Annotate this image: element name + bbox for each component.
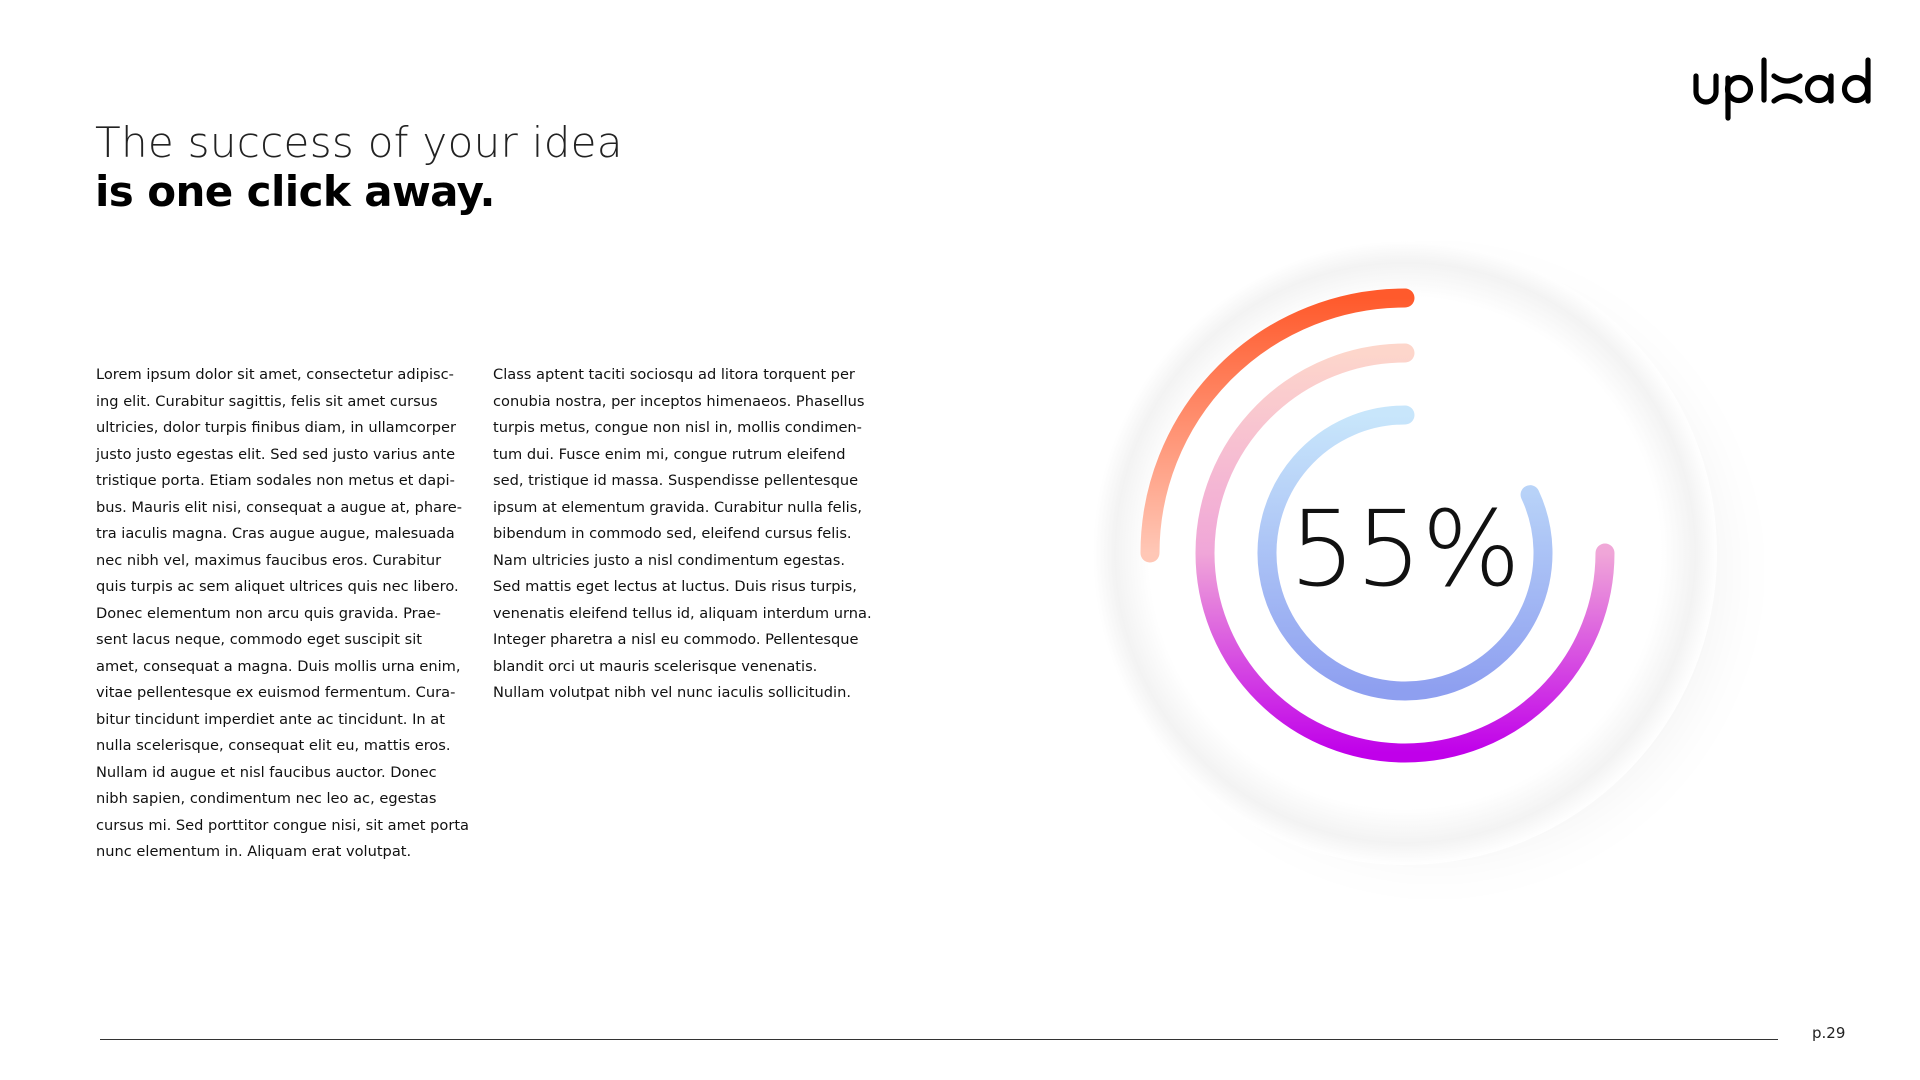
body-line: justo justo egestas elit. Sed sed justo … xyxy=(96,445,456,463)
body-line: tra iaculis magna. Cras augue augue, mal… xyxy=(96,525,455,542)
body-line: bus. Mauris elit nisi, consequat a augue… xyxy=(96,498,462,516)
body-line: tum dui. Fusce enim mi, congue rutrum el… xyxy=(493,445,846,463)
gauge-ring-inner xyxy=(1257,405,1553,701)
body-line: Nullam volutpat nibh vel nunc iaculis so… xyxy=(493,684,851,701)
body-line: sed, tristique id massa. Suspendisse pel… xyxy=(493,472,859,489)
body-line: sent lacus neque, commodo eget suscipit … xyxy=(96,631,423,648)
title-line-1: The success of your idea xyxy=(95,118,623,167)
body-line: nibh sapien, condimentum nec leo ac, ege… xyxy=(96,790,437,807)
gauge-disc xyxy=(1093,241,1717,865)
page-number: p.29 xyxy=(1812,1024,1846,1042)
body-line: Nullam id augue et nisl faucibus auctor.… xyxy=(96,763,437,781)
body-line: venenatis eleifend tellus id, aliquam in… xyxy=(493,604,872,622)
body-line: quis turpis ac sem aliquet ultrices quis… xyxy=(96,578,459,595)
body-line: turpis metus, congue non nisl in, mollis… xyxy=(493,419,862,436)
body-line: tristique porta. Etiam sodales non metus… xyxy=(96,472,455,489)
body-line: ipsum at elementum gravida. Curabitur nu… xyxy=(493,498,862,516)
body-line: conubia nostra, per inceptos himenaeos. … xyxy=(493,392,865,410)
body-line: cursus mi. Sed porttitor congue nisi, si… xyxy=(96,816,469,834)
body-line: ing elit. Curabitur sagittis, felis sit … xyxy=(96,392,438,410)
body-line: Class aptent taciti sociosqu ad litora t… xyxy=(493,366,855,383)
body-line: nulla scelerisque, consequat elit eu, ma… xyxy=(96,737,451,754)
gauge-value-label: 55% xyxy=(1289,488,1520,610)
title-line-2: is one click away. xyxy=(95,167,495,216)
body-line: blandit orci ut mauris scelerisque venen… xyxy=(493,657,818,675)
body-line: Nam ultricies justo a nisl condimentum e… xyxy=(493,551,845,569)
body-column-1: Lorem ipsum dolor sit amet, consectetur … xyxy=(96,362,469,866)
body-line: nunc elementum in. Aliquam erat volutpat… xyxy=(96,843,412,860)
body-line: bibendum in commodo sed, eleifend cursus… xyxy=(493,525,852,542)
body-line: amet, consequat a magna. Duis mollis urn… xyxy=(96,657,461,675)
body-line: Integer pharetra a nisl eu commodo. Pell… xyxy=(493,631,859,648)
body-line: bitur tincidunt imperdiet ante ac tincid… xyxy=(96,710,445,728)
body-line: Sed mattis eget lectus at luctus. Duis r… xyxy=(493,578,857,595)
body-column-2: Class aptent taciti sociosqu ad litora t… xyxy=(493,362,872,707)
body-line: vitae pellentesque ex euismod fermentum.… xyxy=(96,684,456,701)
page-title: The success of your idea is one click aw… xyxy=(95,118,895,216)
body-line: nec nibh vel, maximus faucibus eros. Cur… xyxy=(96,551,442,569)
gauge-ring-middle xyxy=(1195,343,1615,763)
upload-logo: upload xyxy=(1693,57,1871,121)
footer-divider xyxy=(100,1039,1778,1040)
body-line: ultricies, dolor turpis finibus diam, in… xyxy=(96,419,457,436)
body-line: Donec elementum non arcu quis gravida. P… xyxy=(96,604,441,622)
body-line: Lorem ipsum dolor sit amet, consectetur … xyxy=(96,366,454,383)
radial-gauge: 55% xyxy=(1093,241,1717,865)
gauge-ring-outer xyxy=(1140,288,1415,563)
